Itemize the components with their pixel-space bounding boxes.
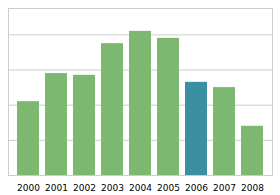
svg-text:2002: 2002 [73, 183, 96, 193]
svg-text:2001: 2001 [45, 183, 68, 193]
svg-text:2000: 2000 [17, 183, 40, 193]
svg-text:2005: 2005 [157, 183, 180, 193]
svg-text:2003: 2003 [101, 183, 124, 193]
svg-text:2006: 2006 [185, 183, 208, 193]
svg-text:2008: 2008 [241, 183, 264, 193]
svg-text:2007: 2007 [213, 183, 236, 193]
svg-text:2004: 2004 [129, 183, 152, 193]
